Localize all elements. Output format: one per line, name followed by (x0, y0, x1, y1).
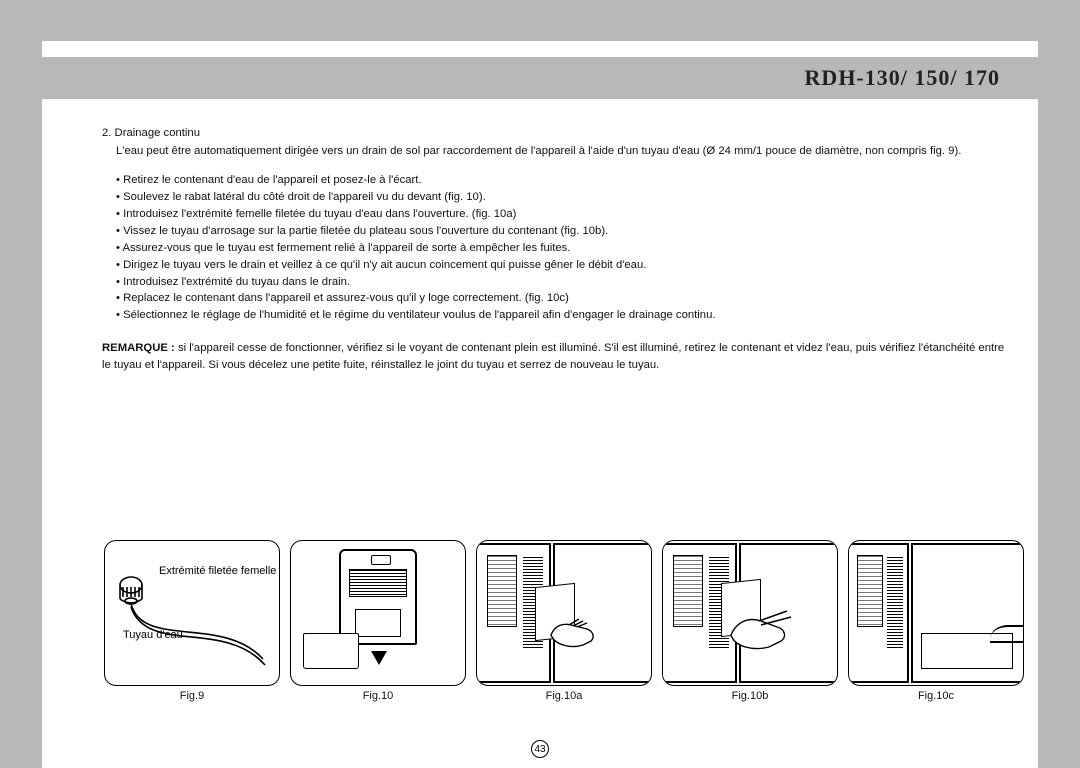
spec-label-icon (487, 555, 517, 627)
figure-frame (662, 540, 838, 686)
figure-10a: Fig.10a (476, 540, 652, 702)
figure-caption: Fig.10 (363, 690, 394, 702)
appliance-side-left (849, 543, 909, 683)
figure-caption: Fig.10a (546, 690, 583, 702)
list-item: Introduisez l'extrémité du tuyau dans le… (116, 274, 1014, 291)
model-title: RDH-130/ 150/ 170 (805, 65, 1000, 91)
hand-hose-icon (729, 605, 795, 651)
figure-caption: Fig.9 (180, 690, 204, 702)
list-item: Assurez-vous que le tuyau est fermement … (116, 240, 1014, 257)
spec-label-icon (673, 555, 703, 627)
figure-frame (290, 540, 466, 686)
manual-page: RDH-130/ 150/ 170 2. Drainage continu L'… (42, 41, 1038, 768)
figure-9: Extrémité filetée femelle Tuyau d'eau Fi… (104, 540, 280, 702)
list-item: Sélectionnez le réglage de l'humidité et… (116, 307, 1014, 324)
list-item: Replacez le contenant dans l'appareil et… (116, 290, 1014, 307)
list-item: Soulevez le rabat latéral du côté droit … (116, 189, 1014, 206)
body-content: 2. Drainage continu L'eau peut être auto… (102, 125, 1014, 374)
figure-10b: Fig.10b (662, 540, 838, 702)
list-item: Introduisez l'extrémité femelle filetée … (116, 206, 1014, 223)
fig9-label-bottom: Tuyau d'eau (123, 629, 183, 641)
figure-10c: Fig.10c (848, 540, 1024, 702)
remark-text: si l'appareil cesse de fonctionner, véri… (102, 342, 1004, 371)
figure-10: Fig.10 (290, 540, 466, 702)
drain-hose-icon (990, 625, 1024, 643)
figure-frame (476, 540, 652, 686)
figure-caption: Fig.10b (732, 690, 769, 702)
arrow-down-icon (371, 651, 387, 665)
remark-label: REMARQUE : (102, 342, 175, 354)
figure-frame (848, 540, 1024, 686)
list-item: Retirez le contenant d'eau de l'appareil… (116, 172, 1014, 189)
figure-frame: Extrémité filetée femelle Tuyau d'eau (104, 540, 280, 686)
section-intro: L'eau peut être automatiquement dirigée … (116, 143, 1014, 160)
figure-caption: Fig.10c (918, 690, 954, 702)
remark-block: REMARQUE : si l'appareil cesse de foncti… (102, 340, 1014, 374)
instruction-list: Retirez le contenant d'eau de l'appareil… (116, 172, 1014, 324)
page-number: 43 (531, 740, 549, 758)
header-band: RDH-130/ 150/ 170 (42, 57, 1038, 99)
vents-icon (887, 557, 903, 649)
appliance-icon (339, 549, 417, 645)
section-title: 2. Drainage continu (102, 125, 1014, 142)
hose-icon (113, 559, 273, 679)
figure-row: Extrémité filetée femelle Tuyau d'eau Fi… (104, 540, 1024, 702)
water-tank-icon (303, 633, 359, 669)
list-item: Dirigez le tuyau vers le drain et veille… (116, 257, 1014, 274)
appliance-bay (355, 609, 401, 637)
list-item: Vissez le tuyau d'arrosage sur la partie… (116, 223, 1014, 240)
spec-label-icon (857, 555, 883, 627)
hand-icon (549, 613, 599, 649)
appliance-side-right (911, 543, 1021, 683)
